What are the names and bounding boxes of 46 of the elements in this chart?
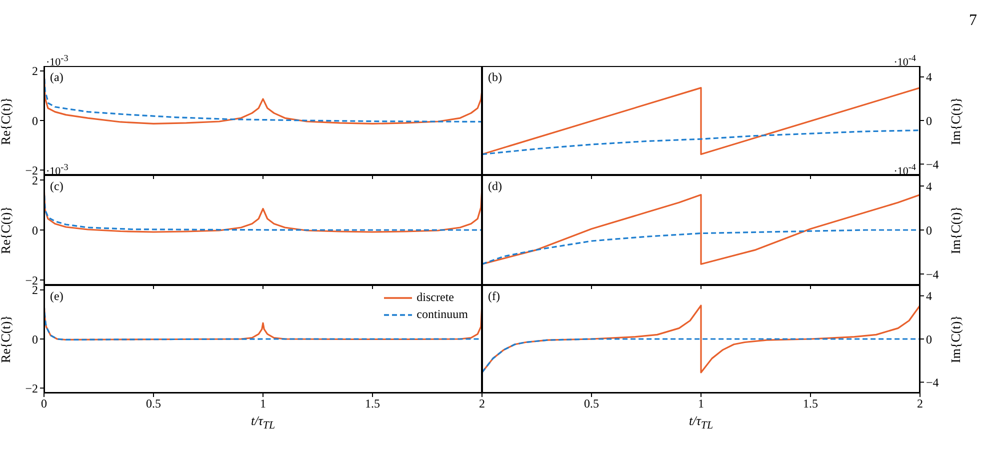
chart-title: (d) (488, 179, 502, 194)
y2-tick-label: 0 (926, 223, 932, 238)
y2-tick-label: −4 (926, 375, 939, 390)
y2-axis-title: Im{C(t)} (948, 206, 964, 254)
x-tick-label: 0.5 (584, 396, 599, 411)
x-axis-title: t/τ$_{TL}$ (251, 413, 275, 432)
x-tick-label: 0.5 (146, 396, 161, 411)
legend-label: continuum (416, 307, 468, 322)
x-tick-label: 1.5 (803, 396, 818, 411)
chart-title: (a) (50, 70, 64, 85)
chart-title: (f) (488, 289, 500, 304)
x-tick-label: 1.5 (365, 396, 380, 411)
y2-tick-label: 0 (926, 332, 932, 346)
y-tick-label: 0 (32, 114, 38, 128)
y2-axis-title: Im{C(t)} (948, 315, 964, 363)
y-axis-title: Re{C(t)} (0, 206, 14, 254)
y2-tick-label: 4 (926, 70, 932, 84)
text: 7 (969, 12, 977, 30)
y-axis-title: Re{C(t)} (0, 315, 14, 363)
y2-tick-label: 0 (926, 114, 932, 128)
y2-tick-label: 4 (926, 289, 932, 304)
y2-axis-title: Im{C(t)} (948, 96, 964, 144)
annotation: ·10$^{-3}$ (46, 52, 68, 70)
x-tick-label: 1 (698, 396, 704, 411)
chart-title: (c) (50, 179, 64, 194)
y-tick-label: 2 (32, 64, 38, 78)
annotation: ·10$^{-4}$ (894, 52, 916, 70)
y-tick-label: 0 (32, 223, 38, 238)
y-tick-label: 0 (32, 332, 38, 346)
line-series (482, 130, 920, 156)
chart-title: (e) (50, 289, 64, 304)
chart-title: (b) (488, 70, 502, 85)
y-tick-label: −2 (25, 381, 38, 396)
x-tick-label: 2 (917, 396, 923, 411)
x-tick-label: 0 (41, 396, 47, 411)
line-series (482, 338, 920, 374)
y2-tick-label: −4 (926, 267, 939, 282)
x-tick-label: 2 (479, 396, 485, 411)
y2-tick-label: −4 (926, 157, 939, 172)
y-axis-title: Re{C(t)} (0, 96, 14, 144)
x-tick-label: 1 (260, 396, 266, 411)
line-series (482, 194, 920, 265)
x-axis-title: t/τ$_{TL}$ (689, 413, 713, 432)
line-series (482, 304, 920, 374)
y2-tick-label: 4 (926, 179, 932, 194)
legend-label: discrete (416, 290, 454, 305)
